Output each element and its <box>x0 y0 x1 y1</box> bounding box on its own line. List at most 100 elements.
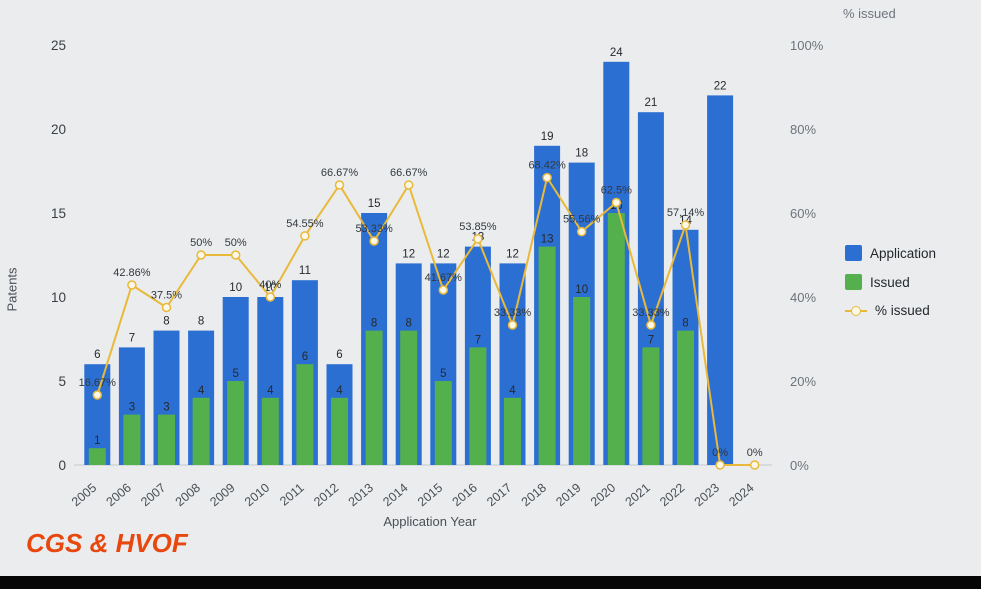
pct-issued-label: 66.67% <box>390 167 428 179</box>
pct-issued-marker <box>646 320 656 330</box>
pct-issued-label: 0% <box>747 447 763 459</box>
pct-issued-marker <box>92 390 103 400</box>
x-tick-label: 2023 <box>692 481 722 510</box>
x-tick-label: 2007 <box>138 481 168 510</box>
x-tick-label: 2009 <box>207 481 237 510</box>
chart-title: CGS & HVOF <box>26 528 188 558</box>
bar-label-issued: 1 <box>94 435 100 447</box>
bar-label-issued: 3 <box>163 402 169 414</box>
y-tick-right: 0% <box>790 458 809 473</box>
y-axis-title-right: % issued <box>843 6 896 21</box>
pct-issued-marker <box>300 231 310 241</box>
y-tick-right: 20% <box>790 374 816 389</box>
bar-issued <box>642 347 660 465</box>
pct-issued-label: 50% <box>190 237 212 249</box>
x-tick-label: 2014 <box>380 481 410 510</box>
bar-issued <box>607 213 625 465</box>
bar-label-application: 12 <box>437 248 450 260</box>
pct-issued-label: 16.67% <box>79 377 117 389</box>
bar-label-application: 11 <box>299 265 311 277</box>
pct-issued-label: 62.5% <box>601 185 632 197</box>
pct-issued-label: 66.67% <box>321 167 359 179</box>
x-tick-label: 2005 <box>69 481 99 510</box>
application-swatch-icon <box>845 245 862 261</box>
bar-label-application: 21 <box>645 97 658 109</box>
pct-issued-marker <box>749 460 760 470</box>
pct-issued-label: 0% <box>712 447 728 459</box>
y-tick-right: 80% <box>790 122 816 137</box>
pct-issued-line-icon <box>845 305 867 316</box>
bar-label-application: 8 <box>198 316 204 328</box>
pct-issued-marker <box>230 250 241 260</box>
bar-issued <box>331 397 348 465</box>
bar-label-issued: 8 <box>405 318 411 330</box>
bar-issued <box>158 414 175 465</box>
pct-issued-label: 42.86% <box>113 267 151 279</box>
pct-issued-label: 53.33% <box>355 223 393 235</box>
bar-issued <box>88 448 106 465</box>
y-tick-right: 60% <box>790 206 816 221</box>
pct-issued-line <box>96 175 755 466</box>
pct-issued-marker <box>265 292 276 302</box>
y-tick-right: 100% <box>790 38 824 53</box>
bar-label-application: 10 <box>229 282 242 294</box>
bar-label-issued: 7 <box>648 334 654 346</box>
legend-item-issued: Issued <box>845 274 936 290</box>
bar-label-application: 12 <box>402 248 415 260</box>
pct-issued-marker <box>127 280 137 290</box>
bar-issued <box>296 364 314 465</box>
pct-issued-label: 54.55% <box>286 218 324 230</box>
x-tick-label: 2024 <box>726 481 756 510</box>
pct-issued-marker <box>196 250 206 260</box>
bar-issued <box>677 330 694 465</box>
y-tick-left: 5 <box>58 374 66 389</box>
pct-issued-label: 68.42% <box>528 160 566 172</box>
x-tick-label: 2013 <box>346 481 376 510</box>
bar-label-application: 15 <box>368 198 381 210</box>
y-tick-left: 25 <box>51 38 66 53</box>
pct-issued-marker <box>334 180 345 190</box>
pct-issued-marker <box>369 236 379 246</box>
issued-swatch-icon <box>845 274 862 290</box>
x-tick-label: 2008 <box>173 481 203 510</box>
pct-issued-marker <box>403 180 414 190</box>
bar-issued <box>504 397 521 465</box>
legend-label-issued: Issued <box>870 274 910 290</box>
bar-application <box>707 95 734 466</box>
bar-label-issued: 3 <box>129 402 135 414</box>
bar-issued <box>261 397 279 465</box>
legend-item-application: Application <box>845 245 936 261</box>
x-tick-label: 2012 <box>311 481 341 510</box>
pct-issued-label: 33.33% <box>632 307 670 319</box>
bar-label-application: 24 <box>610 47 623 59</box>
bottom-black-bar <box>0 576 981 589</box>
pct-issued-marker <box>576 226 587 237</box>
bar-issued <box>469 347 487 465</box>
bar-issued <box>365 330 383 465</box>
bar-label-application: 6 <box>94 349 100 361</box>
bar-label-issued: 8 <box>371 318 377 330</box>
pct-issued-label: 37.5% <box>151 290 182 302</box>
y-tick-left: 15 <box>51 206 66 221</box>
pct-issued-marker <box>680 220 691 230</box>
bar-label-application: 12 <box>506 248 519 260</box>
legend-label-pct-issued: % issued <box>875 303 930 318</box>
bar-label-application: 7 <box>129 332 135 344</box>
pct-issued-marker <box>715 460 725 470</box>
bar-label-issued: 5 <box>440 368 446 380</box>
x-tick-label: 2021 <box>623 481 653 510</box>
y-tick-left: 20 <box>51 122 66 137</box>
pct-issued-label: 55.56% <box>563 214 601 226</box>
x-tick-label: 2017 <box>484 481 514 510</box>
pct-issued-marker <box>542 172 552 183</box>
bar-issued <box>227 381 245 465</box>
bar-issued <box>192 397 210 465</box>
y-axis-title-left: Patents <box>4 267 20 312</box>
bar-label-issued: 8 <box>682 318 688 330</box>
legend-item-pct-issued: % issued <box>845 303 936 318</box>
bar-label-application: 19 <box>541 131 554 143</box>
y-tick-left: 10 <box>51 290 66 305</box>
x-axis-title: Application Year <box>383 514 477 529</box>
y-tick-left: 0 <box>58 458 66 473</box>
